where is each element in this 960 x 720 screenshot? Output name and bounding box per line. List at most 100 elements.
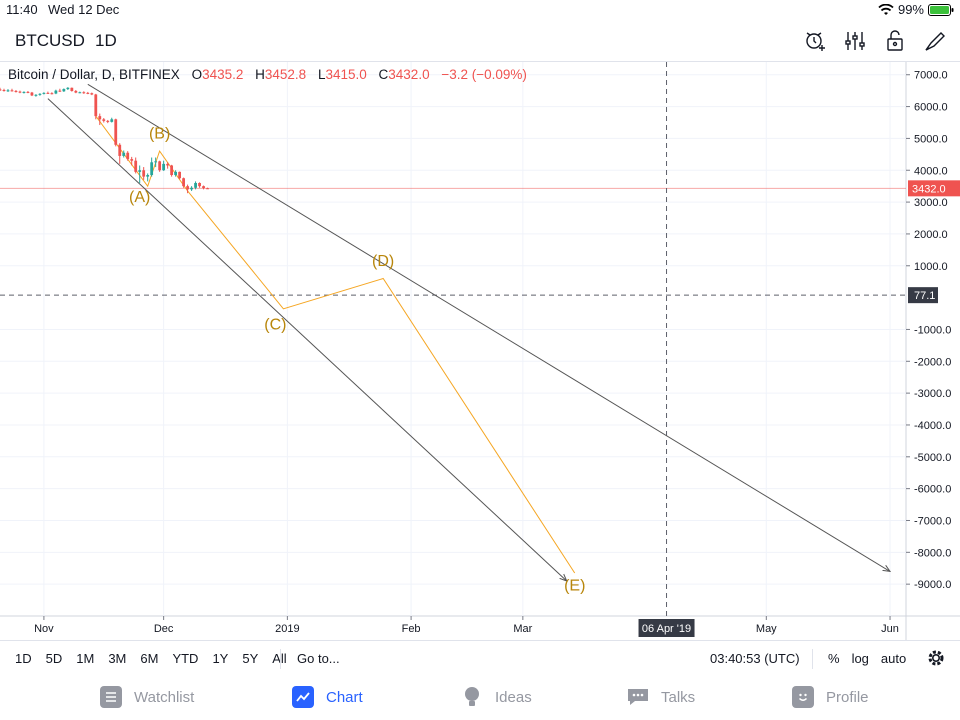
candle-body — [6, 90, 10, 92]
x-tick-label: Mar — [513, 623, 532, 635]
y-tick-label: 1000.0 — [914, 261, 948, 273]
candle-body — [0, 89, 2, 91]
header-tools — [802, 28, 948, 54]
log-toggle[interactable]: log — [851, 651, 869, 666]
candle-body — [34, 94, 38, 96]
indicators-icon[interactable] — [842, 28, 868, 54]
y-tick-label: 3000.0 — [914, 197, 948, 209]
candle-body — [158, 161, 162, 171]
candle-body — [126, 152, 130, 160]
crosshair-y-badge — [908, 287, 938, 304]
talks-icon — [627, 686, 649, 708]
range-button-1m[interactable]: 1M — [76, 651, 95, 666]
battery-percent: 99% — [897, 2, 924, 17]
last-price-badge — [908, 180, 960, 197]
x-tick-label: Feb — [402, 623, 421, 635]
x-tick-label: 2019 — [275, 623, 299, 635]
wave-label: (D) — [372, 253, 394, 270]
candle-body — [186, 186, 189, 190]
candle-body — [42, 92, 46, 94]
bottom-toolbar: 1D 5D 1M 3M 6M YTD 1Y 5Y All Go to... 03:40:53 (… — [0, 640, 960, 676]
candle-body — [14, 90, 18, 92]
axis-markers: 3432.0 77.1 06 Apr '19 — [638, 180, 960, 637]
range-button-all[interactable]: All — [265, 651, 293, 666]
crosshair-y-text: 77.1 — [914, 290, 935, 302]
candle-body — [118, 144, 122, 156]
auto-toggle[interactable]: auto — [880, 651, 907, 666]
range-button-5d[interactable]: 5D — [45, 651, 63, 666]
y-tick-label: -3000.0 — [914, 388, 951, 400]
y-tick-label: -9000.0 — [914, 579, 951, 591]
candle-body — [82, 92, 86, 94]
utc-clock[interactable]: 03:40:53 (UTC) — [710, 651, 800, 666]
chart-area[interactable]: 7000.0 6000.0 5000.0 4000.0 3000.0 2000.0 1000… — [0, 62, 960, 640]
drawing-icon[interactable] — [922, 28, 948, 54]
candle-body — [174, 171, 178, 176]
legend-high: 3452.8 — [264, 67, 307, 82]
wave-label: (B) — [149, 125, 170, 142]
x-tick-label: Dec — [154, 623, 174, 635]
range-button-ytd[interactable]: YTD — [172, 651, 199, 666]
watchlist-icon — [100, 686, 122, 708]
candles — [0, 87, 209, 194]
candle-body — [114, 119, 118, 145]
candle-body — [94, 94, 98, 117]
price-chart[interactable]: 7000.0 6000.0 5000.0 4000.0 3000.0 2000.0 1000… — [0, 62, 960, 640]
y-tick-label: 6000.0 — [914, 102, 948, 114]
candle-body — [26, 91, 30, 93]
chart-legend: Bitcoin / Dollar, D, BITFINEX O3435.2 H3… — [8, 67, 527, 82]
drawings — [0, 62, 906, 616]
range-button-3m[interactable]: 3M — [108, 651, 127, 666]
x-tick-label: Jun — [881, 623, 899, 635]
candle-body — [182, 178, 185, 187]
tab-ideas[interactable]: Ideas — [461, 686, 532, 708]
tab-label: Profile — [826, 688, 869, 706]
candle-body — [70, 87, 74, 91]
chart-header: BTCUSD 1D — [0, 20, 960, 62]
tab-profile[interactable]: Profile — [792, 686, 869, 708]
range-button-1d[interactable]: 1D — [15, 651, 32, 666]
candle-body — [146, 175, 150, 177]
range-button-1y[interactable]: 1Y — [212, 651, 229, 666]
candle-body — [206, 188, 209, 190]
lower-channel-line — [47, 98, 567, 581]
tab-chart[interactable]: Chart — [292, 686, 363, 708]
alert-icon[interactable] — [802, 28, 828, 54]
x-tick-label: May — [756, 623, 777, 635]
tab-talks[interactable]: Talks — [627, 686, 695, 708]
lock-icon[interactable] — [882, 28, 908, 54]
wave-path — [95, 115, 576, 574]
chart-icon — [292, 686, 314, 708]
candle-body — [50, 93, 54, 95]
status-bar: 11:40 Wed 12 Dec 99% — [0, 0, 960, 20]
upper-channel-line — [87, 83, 890, 571]
interval-button[interactable]: 1D — [95, 31, 117, 50]
y-tick-label: -6000.0 — [914, 484, 951, 496]
wave-labels: (A) (B) (C) (D) (E) — [129, 125, 585, 594]
symbol-button[interactable]: BTCUSD — [15, 31, 85, 50]
candle-body — [78, 92, 82, 94]
tab-watchlist[interactable]: Watchlist — [100, 686, 194, 708]
candle-body — [38, 93, 42, 95]
gear-icon[interactable] — [927, 649, 945, 670]
chart-grid — [0, 62, 960, 640]
candle-body — [66, 87, 70, 90]
scale-options: % log auto — [828, 651, 906, 666]
ideas-icon — [461, 686, 483, 708]
status-date: Wed 12 Dec — [48, 2, 120, 17]
candle-body — [178, 171, 182, 179]
range-button-6m[interactable]: 6M — [140, 651, 159, 666]
legend-open: 3435.2 — [202, 67, 244, 82]
crosshair-x-badge — [638, 619, 695, 637]
profile-icon — [792, 686, 814, 708]
x-tick-label: Nov — [34, 623, 54, 635]
y-tick-label: -7000.0 — [914, 515, 951, 527]
candle-body — [54, 90, 58, 94]
percent-toggle[interactable]: % — [828, 651, 840, 666]
goto-button[interactable]: Go to... — [297, 651, 340, 666]
candle-body — [98, 116, 102, 120]
candle-body — [194, 182, 197, 188]
y-tick-label: 7000.0 — [914, 70, 948, 82]
candle-body — [58, 90, 62, 92]
range-button-5y[interactable]: 5Y — [242, 651, 259, 666]
